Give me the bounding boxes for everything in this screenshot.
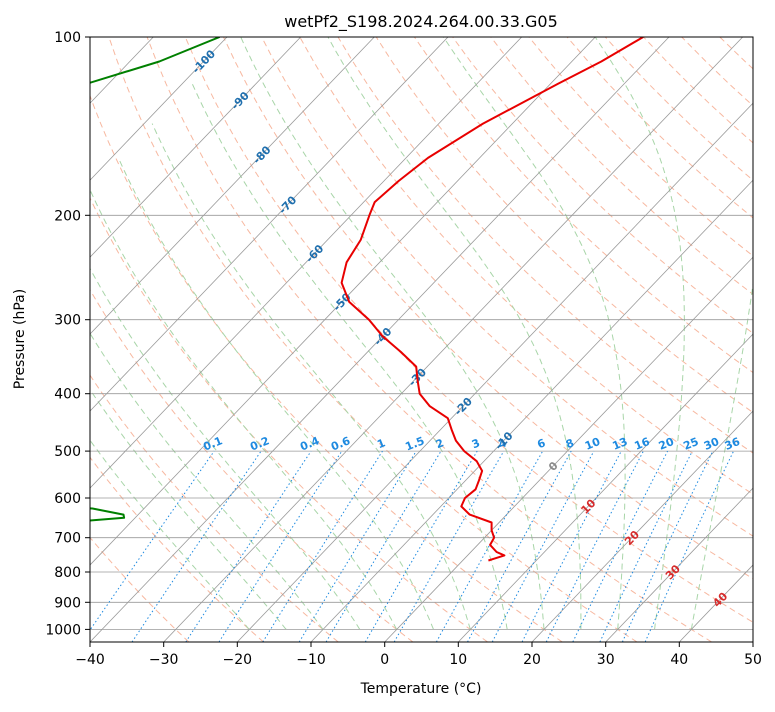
mixing-ratio-label: 36	[723, 435, 742, 453]
mixing-ratio-label: 3	[470, 436, 482, 451]
mixing-ratio-line	[468, 451, 572, 642]
mixing-ratio-label: 0.2	[248, 434, 271, 453]
isotherm-line	[0, 37, 301, 642]
y-tick-label: 1000	[45, 622, 81, 638]
x-tick-label: 10	[449, 652, 467, 668]
dry-adiabat	[414, 37, 775, 642]
isotherm-line	[164, 37, 743, 642]
mixing-ratio-label: 30	[702, 435, 721, 453]
mixing-ratio-label: 2	[434, 436, 446, 451]
mixing-ratio-line	[326, 451, 441, 642]
y-tick-label: 600	[54, 491, 81, 507]
mixing-ratio-label: 10	[583, 435, 602, 453]
mixing-ratio-line	[436, 451, 542, 642]
mixing-ratio-label: 13	[610, 435, 629, 453]
isotherm-line	[0, 37, 6, 642]
moist-adiabat	[40, 240, 323, 630]
mixing-ratio-line	[394, 451, 504, 642]
mixing-ratio-label: 16	[633, 435, 652, 453]
mixing-ratio-label: 20	[657, 435, 676, 453]
dry-adiabat	[453, 37, 775, 642]
y-tick-label: 200	[54, 208, 81, 224]
mixing-ratio-label: 1.5	[403, 434, 426, 453]
mixing-ratio-line	[573, 451, 668, 642]
dewpoint-profile	[0, 37, 220, 526]
isotherm-label: -100	[190, 47, 219, 76]
dry-adiabat	[758, 37, 775, 642]
isotherm-line	[606, 37, 775, 642]
isotherm-line	[385, 37, 775, 642]
x-tick-label: 50	[744, 652, 762, 668]
dry-adiabat	[567, 37, 775, 642]
moist-adiabat	[595, 37, 684, 629]
dry-adiabat	[682, 37, 775, 642]
mixing-ratio-label: 0.6	[329, 434, 352, 453]
x-tick-label: 40	[670, 652, 688, 668]
y-tick-label: 800	[54, 565, 81, 581]
dry-adiabat	[0, 37, 189, 642]
mixing-ratio-line	[299, 451, 416, 642]
moist-adiabat	[328, 37, 581, 629]
mixing-ratio-line	[365, 451, 477, 642]
moist-adiabat	[443, 37, 625, 629]
x-tick-label: −10	[296, 652, 326, 668]
dry-adiabat	[262, 37, 775, 642]
x-tick-label: −30	[149, 652, 179, 668]
x-axis-label: Temperature (°C)	[360, 681, 482, 697]
mixing-ratio-label: 0.1	[201, 434, 224, 453]
isotherm-line	[532, 37, 775, 642]
dry-adiabat	[605, 37, 775, 642]
mixing-ratio-line	[492, 451, 594, 642]
x-tick-label: −20	[223, 652, 253, 668]
isotherm-line	[16, 37, 595, 642]
dry-adiabat	[491, 37, 775, 642]
moist-adiabat	[64, 215, 360, 629]
plot-frame	[90, 37, 753, 642]
dry-adiabat	[0, 37, 413, 642]
mixing-ratio-label: 25	[681, 435, 700, 453]
y-tick-label: 500	[54, 444, 81, 460]
dry-adiabat	[338, 37, 775, 642]
x-tick-label: −40	[75, 652, 105, 668]
mixing-ratio-label: 6	[535, 436, 547, 451]
mixing-ratio-line	[645, 451, 733, 642]
y-tick-label: 100	[54, 30, 81, 46]
x-tick-label: 0	[380, 652, 389, 668]
dry-adiabat	[185, 37, 775, 642]
x-tick-label: 30	[597, 652, 615, 668]
chart-title: wetPf2_S198.2024.264.00.33.G05	[284, 12, 558, 32]
y-tick-label: 900	[54, 595, 81, 611]
x-tick-label: 20	[523, 652, 541, 668]
dry-adiabat	[376, 37, 775, 642]
dry-adiabat	[529, 37, 775, 642]
mixing-ratio-line	[622, 451, 712, 642]
y-axis-label: Pressure (hPa)	[12, 289, 28, 389]
y-tick-label: 700	[54, 531, 81, 547]
dry-adiabat	[0, 37, 264, 642]
isotherm-line	[753, 37, 775, 642]
isotherm-line	[0, 37, 522, 642]
dry-adiabat	[644, 37, 775, 642]
mixing-ratio-line	[82, 451, 214, 642]
mixing-ratio-line	[219, 451, 342, 642]
mixing-ratio-line	[186, 451, 311, 642]
y-tick-label: 300	[54, 313, 81, 329]
y-tick-label: 400	[54, 387, 81, 403]
